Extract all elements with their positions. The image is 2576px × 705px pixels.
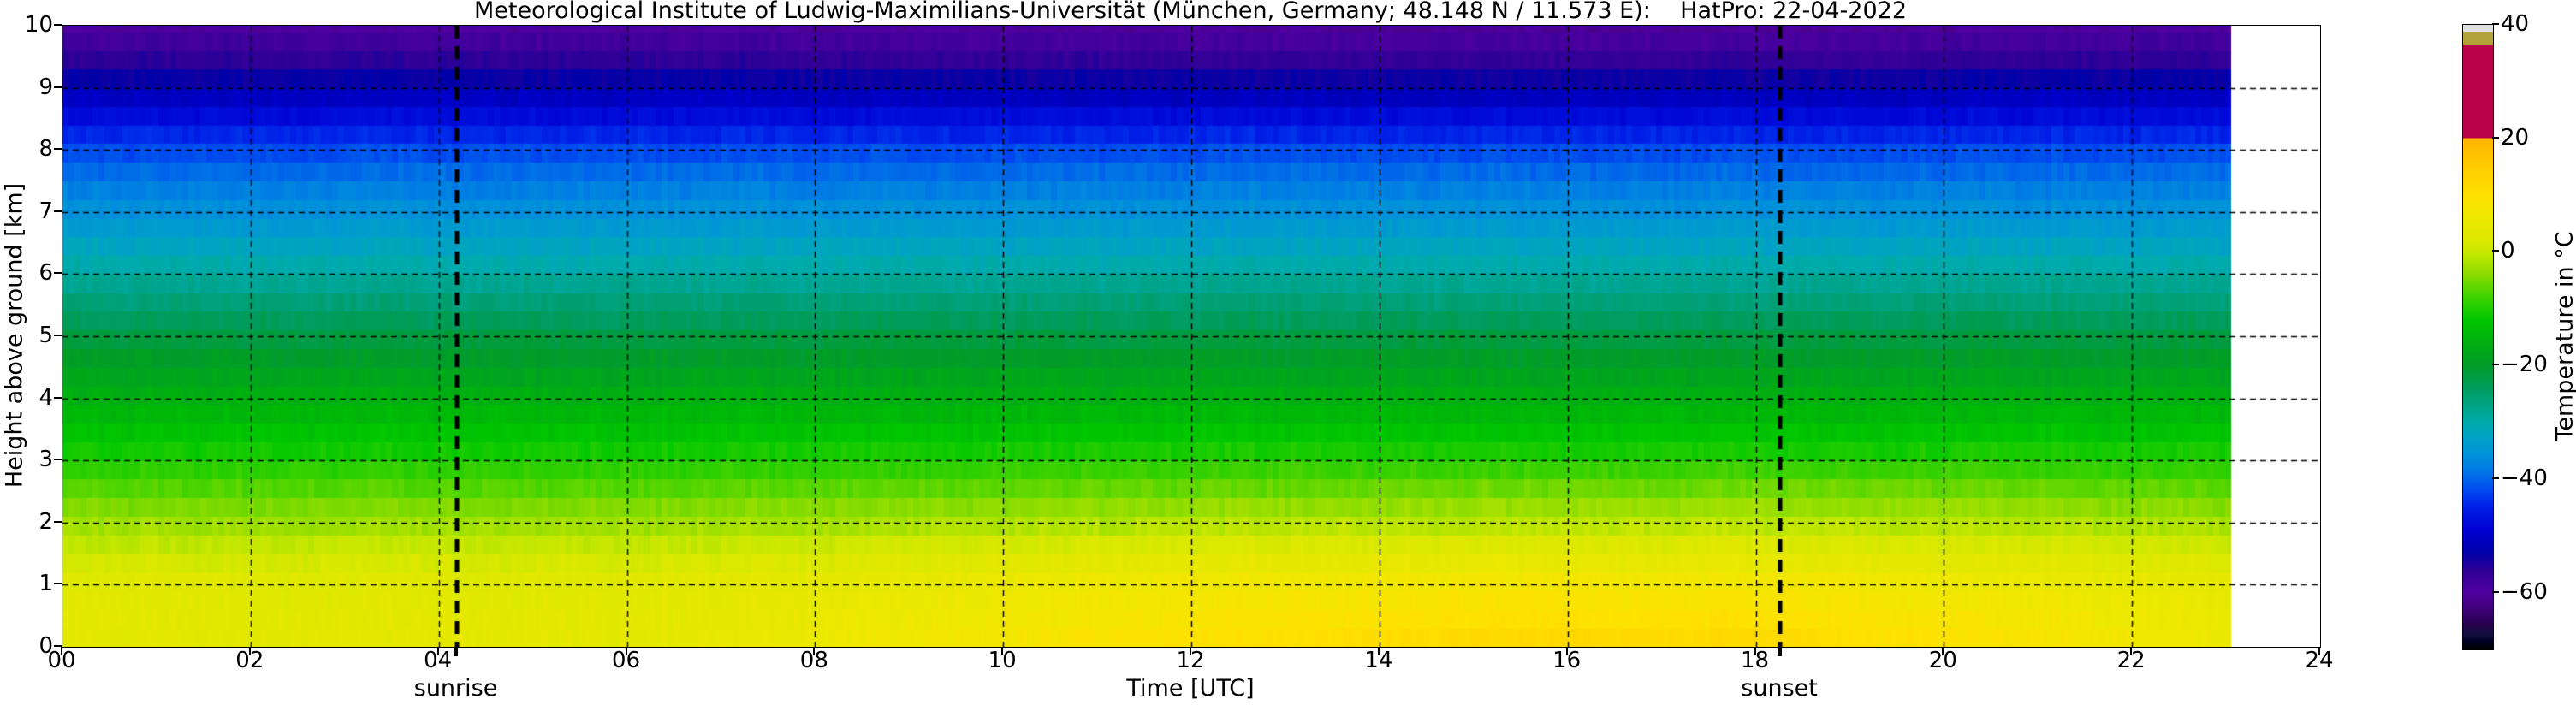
x-tick-mark (625, 647, 627, 655)
y-tick-label: 10 (24, 12, 53, 38)
y-tick-mark (54, 396, 62, 399)
x-tick-mark (1942, 647, 1944, 655)
y-tick-label: 6 (39, 260, 53, 287)
colorbar-label: Temperature in °C (2551, 231, 2576, 441)
x-tick-mark (1190, 647, 1191, 655)
colorbar (2462, 24, 2494, 650)
y-tick-mark (54, 459, 62, 461)
y-tick-label: 0 (39, 633, 53, 659)
colorbar-tick-mark (2492, 477, 2499, 479)
y-tick-label: 7 (39, 198, 53, 224)
colorbar-tick-label: 40 (2501, 11, 2530, 37)
x-tick-mark (1565, 647, 1568, 655)
y-tick-label: 5 (39, 323, 53, 348)
sunrise-line-stub (454, 647, 459, 656)
y-tick-mark (54, 148, 62, 151)
y-tick-mark (54, 645, 62, 647)
y-tick-label: 1 (39, 571, 53, 597)
y-tick-label: 8 (39, 136, 53, 163)
colorbar-tick-label: −60 (2501, 578, 2548, 605)
x-axis-label: Time [UTC] (1126, 675, 1255, 702)
x-tick-mark (1001, 647, 1004, 655)
x-tick-mark (1754, 647, 1756, 655)
y-tick-label: 9 (39, 74, 53, 100)
y-tick-mark (54, 86, 62, 88)
y-tick-mark (54, 272, 62, 275)
colorbar-tick-label: −20 (2501, 352, 2548, 378)
chart-title: Meteorological Institute of Ludwig-Maxim… (473, 0, 1908, 24)
colorbar-tick-mark (2492, 136, 2499, 139)
colorbar-tick-mark (2492, 590, 2499, 593)
colorbar-tick-mark (2492, 23, 2499, 25)
x-tick-mark (2130, 647, 2133, 655)
colorbar-tick-label: 0 (2501, 238, 2515, 264)
y-tick-label: 2 (39, 508, 53, 535)
y-tick-mark (54, 24, 62, 26)
x-tick-mark (2318, 647, 2320, 655)
colorbar-tick-mark (2492, 250, 2499, 252)
y-tick-label: 4 (39, 384, 53, 411)
colorbar-tick-label: −40 (2501, 465, 2548, 491)
plot-area (62, 25, 2321, 648)
x-tick-mark (1377, 647, 1380, 655)
y-tick-mark (54, 335, 62, 336)
temperature-heatmap-canvas (62, 26, 2320, 647)
sunset-label: sunset (1741, 675, 1818, 702)
x-tick-mark (61, 647, 62, 655)
x-tick-mark (436, 647, 439, 655)
colorbar-tick-label: 20 (2501, 124, 2530, 151)
y-tick-label: 3 (39, 447, 53, 473)
y-tick-mark (54, 583, 62, 585)
y-tick-mark (54, 210, 62, 212)
x-tick-mark (813, 647, 816, 655)
sunrise-label: sunrise (413, 675, 498, 702)
x-tick-mark (248, 647, 251, 655)
y-tick-mark (54, 520, 62, 523)
colorbar-tick-mark (2492, 364, 2499, 366)
sunset-line-stub (1777, 647, 1782, 656)
